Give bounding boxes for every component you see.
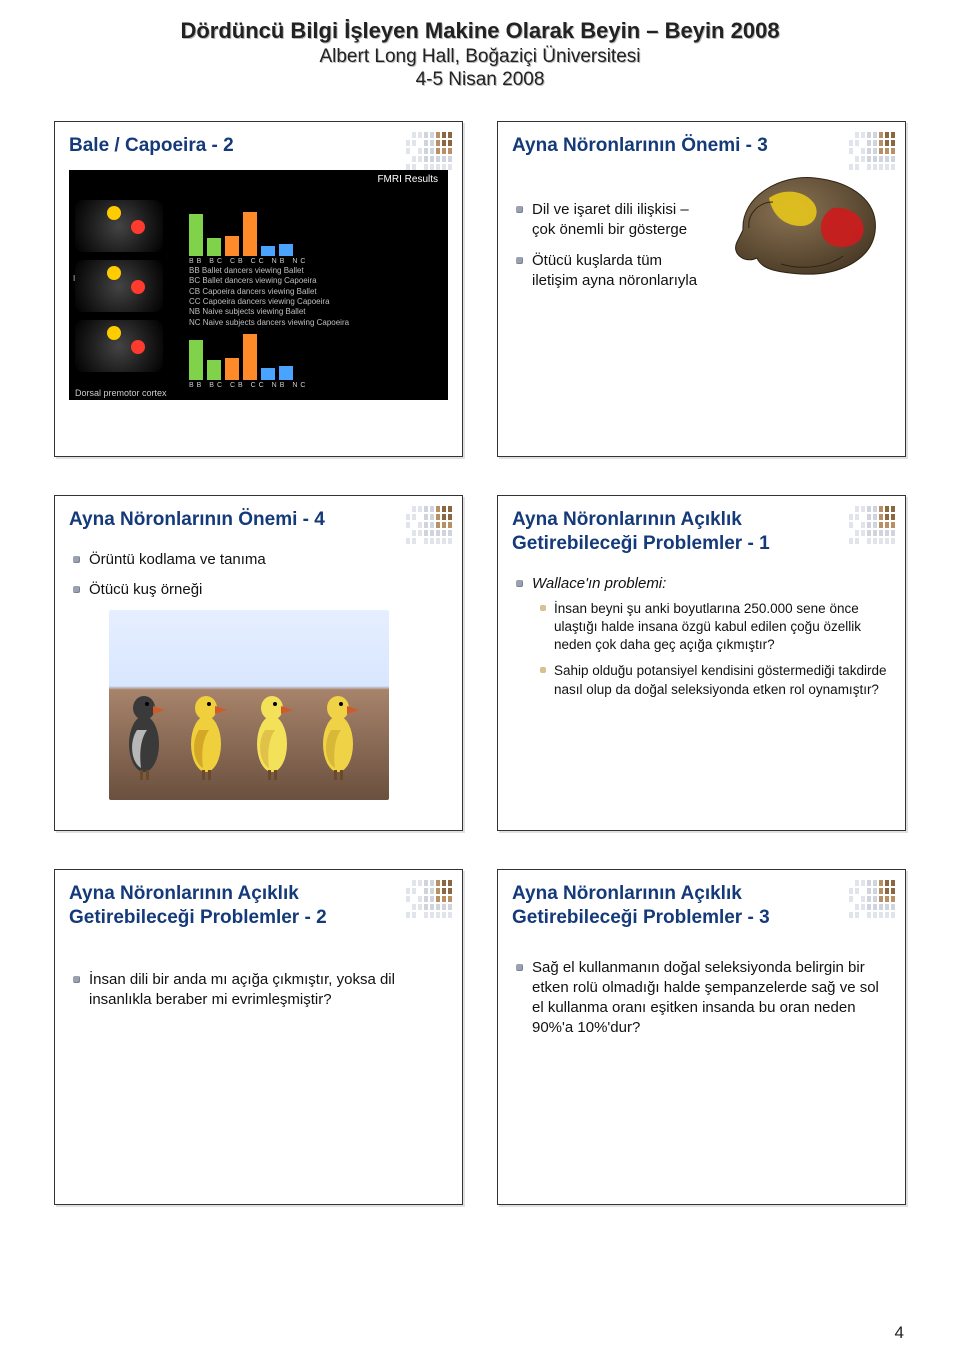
corner-decoration [406,880,452,918]
slides-grid: Bale / Capoeira - 2 FMRI Results Intrapa… [0,105,960,1205]
fmri-bar-chart-bottom [189,320,369,380]
slide-title: Ayna Nöronlarının Açıklık Getirebileceği… [512,882,812,930]
bullet-item: Örüntü kodlama ve tanıma [73,550,448,570]
bullet-list: Sağ el kullanmanın doğal seleksiyonda be… [512,958,891,1039]
bullet-item: Wallace'ın problemi: İnsan beyni şu anki… [516,574,891,699]
slide-title: Ayna Nöronlarının Önemi - 4 [69,508,369,532]
slide-body: İnsan dili bir anda mı açığa çıkmıştır, … [69,970,448,1011]
fmri-brain-slices [75,196,167,376]
fmri-legend: BB Ballet dancers viewing BalletBC Balle… [189,266,429,328]
bullet-list: Dil ve işaret dili ilişkisi – çok önemli… [512,200,712,291]
slide-5: Ayna Nöronlarının Açıklık Getirebileceği… [54,869,463,1205]
slide-body: Sağ el kullanmanın doğal seleksiyonda be… [512,958,891,1039]
fmri-axis-top: BB BC CB CC NB NC [189,258,308,265]
bullet-item: İnsan dili bir anda mı açığa çıkmıştır, … [73,970,448,1011]
corner-decoration [406,506,452,544]
header-line-3: 4-5 Nisan 2008 [40,69,920,91]
page-header: Dördüncü Bilgi İşleyen Makine Olarak Bey… [0,0,960,105]
slide-body: Örüntü kodlama ve tanıma Ötücü kuş örneğ… [69,550,448,801]
slide-1: Bale / Capoeira - 2 FMRI Results Intrapa… [54,121,463,457]
slide-title: Ayna Nöronlarının Önemi - 3 [512,134,812,158]
page-number: 4 [895,1323,904,1343]
slide-body: Wallace'ın problemi: İnsan beyni şu anki… [512,574,891,699]
brain-slice [75,320,163,372]
slide-2: Ayna Nöronlarının Önemi - 3 Dil ve işare… [497,121,906,457]
bullet-item: Ötücü kuş örneği [73,580,448,600]
slide-title: Ayna Nöronlarının Açıklık Getirebileceği… [69,882,369,930]
slide-4: Ayna Nöronlarının Açıklık Getirebileceği… [497,495,906,831]
slide-body: Dil ve işaret dili ilişkisi – çok önemli… [512,200,712,301]
bullet-item: Ötücü kuşlarda tüm iletişim ayna nöronla… [516,251,712,292]
corner-decoration [406,132,452,170]
header-line-1: Dördüncü Bilgi İşleyen Makine Olarak Bey… [40,18,920,44]
brain-slice [75,260,163,312]
bullet-list: İnsan dili bir anda mı açığa çıkmıştır, … [69,970,448,1011]
slide-6: Ayna Nöronlarının Açıklık Getirebileceği… [497,869,906,1205]
header-line-2: Albert Long Hall, Boğaziçi Üniversitesi [40,46,920,68]
slide-3: Ayna Nöronlarının Önemi - 4 Örüntü kodla… [54,495,463,831]
fmri-bar-chart-top [189,196,369,256]
slide-title: Ayna Nöronlarının Açıklık Getirebileceği… [512,508,812,556]
brain-illustration [723,168,887,286]
corner-decoration [849,506,895,544]
fmri-axis-bot: BB BC CB CC NB NC [189,382,308,389]
songbirds-image [109,610,389,800]
bullet-item: Sağ el kullanmanın doğal seleksiyonda be… [516,958,891,1039]
corner-decoration [849,880,895,918]
brain-slice [75,200,163,252]
fmri-bottom-label: Dorsal premotor cortex [75,388,167,398]
sub-bullet-item: İnsan beyni şu anki boyutlarına 250.000 … [540,600,891,655]
sub-bullet-list: İnsan beyni şu anki boyutlarına 250.000 … [532,600,891,699]
fmri-results-figure: FMRI Results Intraparietal sulcus BB BC … [69,170,448,400]
bullet-item: Dil ve işaret dili ilişkisi – çok önemli… [516,200,712,241]
bullet-list: Örüntü kodlama ve tanıma Ötücü kuş örneğ… [69,550,448,601]
fmri-top-label: FMRI Results [377,174,438,185]
sub-bullet-item: Sahip olduğu potansiyel kendisini göster… [540,662,891,698]
corner-decoration [849,132,895,170]
bullet-list: Wallace'ın problemi: İnsan beyni şu anki… [512,574,891,699]
slide-title: Bale / Capoeira - 2 [69,134,369,158]
